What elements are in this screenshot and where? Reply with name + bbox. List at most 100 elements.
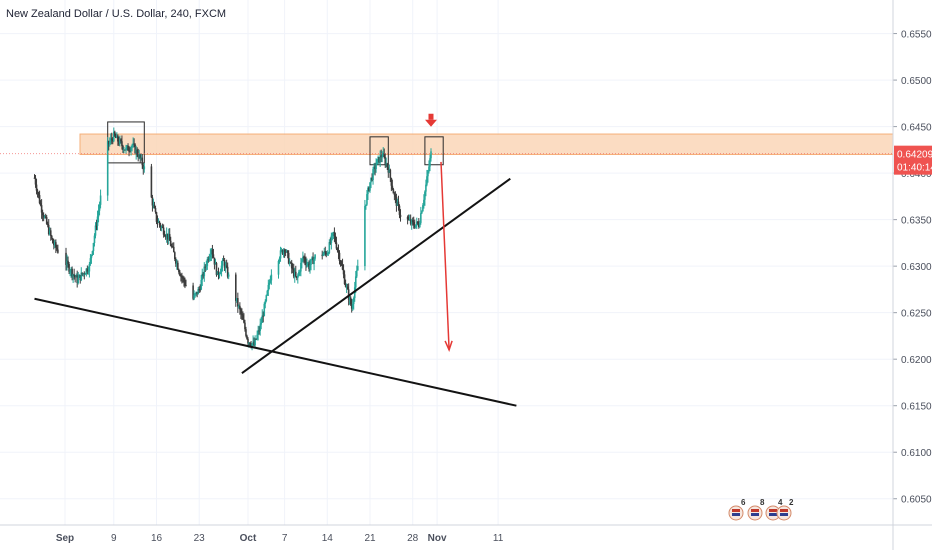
event-flag-icon[interactable]: 8 (747, 498, 765, 521)
candle-body (121, 141, 123, 146)
candle-body (134, 144, 136, 154)
candle-body (354, 276, 357, 288)
candle-body (128, 150, 130, 152)
candle-body (265, 295, 268, 301)
candle-body (196, 291, 198, 295)
candle-body (95, 225, 98, 227)
candle-body (329, 242, 332, 244)
candle-body (239, 305, 241, 310)
candle-body (266, 290, 269, 296)
candle-body (110, 138, 113, 140)
candle-body (217, 271, 220, 276)
candle-body (339, 260, 342, 264)
candle-body (169, 240, 172, 247)
candle-body (198, 289, 200, 291)
candle-body (107, 141, 110, 145)
candle-body (255, 338, 257, 340)
candle-body (237, 298, 239, 307)
resistance-box (369, 136, 389, 166)
candle-body (382, 153, 385, 157)
candle-body (79, 275, 82, 281)
candle-body (222, 260, 225, 262)
candle-body (201, 273, 204, 280)
candle-body (241, 313, 243, 316)
candle-body (416, 221, 419, 224)
candle-body (183, 277, 185, 282)
candle-body (251, 343, 253, 347)
candle-body (35, 184, 38, 191)
candle-body (123, 149, 125, 151)
candle-body (203, 266, 206, 277)
candle-body (333, 232, 336, 236)
candle-body (371, 177, 373, 181)
candle-body (127, 145, 129, 151)
candle-body (156, 221, 159, 223)
candle-body (257, 330, 259, 335)
candle-body (364, 206, 366, 267)
time-tick-label: 16 (151, 533, 163, 544)
candle-body (139, 154, 142, 159)
candle-body (287, 252, 290, 264)
candle-body (50, 235, 53, 239)
candle-body (306, 263, 308, 265)
candle-body (211, 249, 214, 255)
candle-body (33, 177, 36, 179)
candle-body (259, 324, 261, 331)
candle-body (166, 233, 169, 240)
candle-body (298, 271, 300, 276)
candle-body (419, 222, 421, 227)
candle-body (181, 276, 183, 278)
event-flag-icon[interactable]: 2 (776, 498, 794, 521)
candle-body (323, 251, 326, 254)
candle-body (289, 262, 292, 264)
candle-body (151, 197, 154, 206)
candle-body (78, 275, 81, 278)
candle-body (376, 159, 378, 165)
candle-body (321, 254, 324, 256)
candle-body (370, 177, 372, 183)
candle-body (342, 269, 345, 275)
candle-body (34, 177, 37, 185)
candle-body (91, 251, 94, 255)
candle-body (185, 285, 187, 287)
candle-body (407, 219, 410, 221)
candle-body (350, 304, 353, 309)
candle-body (71, 268, 73, 277)
event-flag-stripe (732, 509, 740, 512)
candle-body (206, 259, 209, 266)
candle-body (84, 273, 87, 275)
candle-body (353, 287, 356, 299)
candle-body (164, 236, 167, 238)
candle-body (294, 271, 297, 277)
candle-body (297, 275, 299, 278)
candle-body (55, 242, 57, 248)
candle-body (82, 273, 85, 275)
candle-body (395, 196, 398, 206)
candle-body (213, 257, 216, 265)
candle-body (314, 254, 316, 259)
candle-body (368, 187, 370, 191)
candle-body (410, 220, 413, 224)
event-flag-stripe (780, 513, 788, 516)
candle-body (205, 265, 208, 267)
candle-body (136, 149, 138, 155)
event-flag-icon[interactable]: 4 (765, 498, 783, 521)
candle-body (291, 268, 294, 270)
candle-body (49, 230, 52, 236)
candle-body (388, 169, 391, 173)
time-tick-label: Nov (428, 533, 447, 544)
event-flag-icon[interactable]: 6 (728, 498, 746, 521)
candle-body (111, 139, 114, 142)
candle-body (332, 232, 335, 234)
candle-body (168, 234, 171, 241)
candle-body (153, 204, 156, 209)
candle-body (214, 263, 217, 265)
candle-body (322, 253, 325, 256)
